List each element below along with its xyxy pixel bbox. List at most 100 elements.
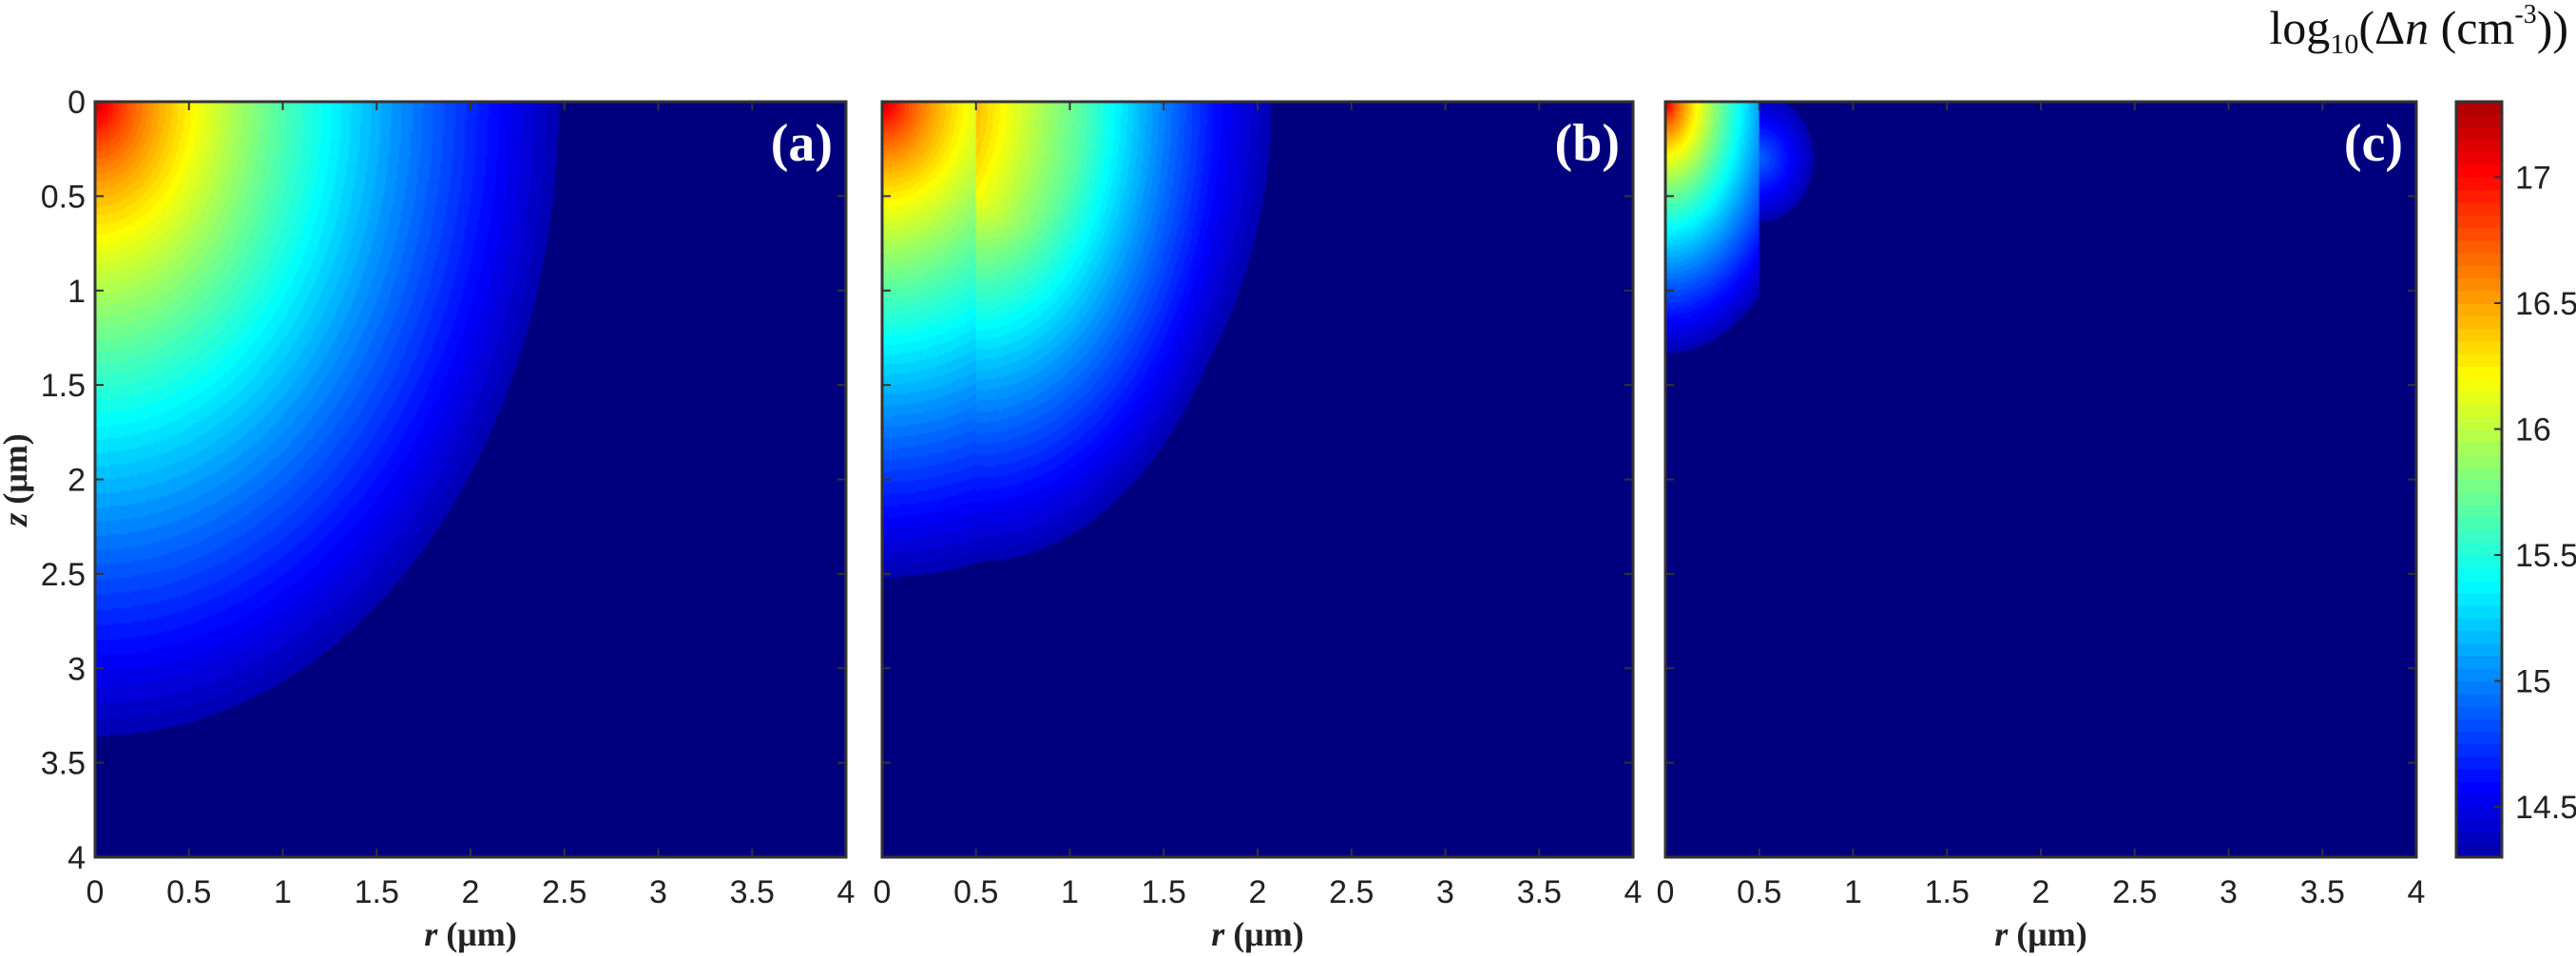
colorbar-segment — [2456, 378, 2502, 392]
x-tick-label: 1 — [1061, 874, 1079, 910]
colorbar-title-sup: -3 — [2514, 0, 2537, 29]
heatmap-panel-c — [1665, 102, 2416, 857]
x-axis-var: r — [424, 915, 438, 953]
colorbar-segment — [2456, 668, 2502, 682]
x-tick-label: 0 — [87, 874, 105, 910]
panel-label: (a) — [771, 114, 833, 173]
x-axis-var: r — [1994, 915, 2009, 953]
x-tick-label: 3 — [1436, 874, 1454, 910]
colorbar-segment — [2456, 189, 2502, 203]
x-tick-label: 1.5 — [1142, 874, 1186, 910]
colorbar-segment — [2456, 642, 2502, 657]
heatmap-panel-a — [95, 102, 846, 857]
x-tick-label: 4 — [1624, 874, 1643, 910]
x-tick-label: 0 — [874, 874, 892, 910]
colorbar-segment — [2456, 467, 2502, 481]
colorbar-segment — [2456, 529, 2502, 544]
x-tick-label: 1.5 — [355, 874, 399, 910]
colorbar-segment — [2456, 844, 2502, 858]
x-tick-label: 2.5 — [1329, 874, 1374, 910]
colorbar-segment — [2456, 202, 2502, 216]
x-tick-label: 3 — [2220, 874, 2238, 910]
colorbar-segment — [2456, 290, 2502, 304]
colorbar-title-sub: 10 — [2330, 29, 2359, 60]
colorbar-segment — [2456, 832, 2502, 846]
y-tick-label: 0 — [67, 85, 86, 121]
x-axis-label: r (μm) — [1211, 915, 1303, 953]
x-tick-label: 3.5 — [730, 874, 775, 910]
colorbar-segment — [2456, 479, 2502, 493]
colorbar-segment — [2456, 567, 2502, 582]
panel-frame — [93, 100, 848, 859]
colorbar-segment — [2456, 706, 2502, 719]
colorbar-segment — [2456, 680, 2502, 695]
colorbar-segment — [2456, 416, 2502, 430]
y-tick-label: 0.5 — [41, 179, 86, 215]
colorbar-segment — [2456, 605, 2502, 619]
x-axis-unit: (μm) — [2008, 915, 2086, 953]
x-tick-label: 2 — [2032, 874, 2050, 910]
y-axis-var: z — [0, 513, 34, 528]
colorbar-segment — [2456, 239, 2502, 254]
colorbar-segment — [2456, 164, 2502, 179]
y-tick-label: 2 — [67, 463, 86, 499]
x-tick-label: 2.5 — [2112, 874, 2157, 910]
x-tick-label: 2 — [462, 874, 480, 910]
heatmap-panel-b — [882, 102, 1633, 857]
colorbar-tick-label: 14.5 — [2515, 790, 2576, 826]
colorbar-segment — [2456, 303, 2502, 316]
colorbar-title-close: )) — [2536, 1, 2568, 54]
colorbar-segment — [2456, 756, 2502, 770]
colorbar-segment — [2456, 769, 2502, 783]
panel-frame — [880, 100, 1635, 859]
colorbar-segment — [2456, 505, 2502, 518]
colorbar-segment — [2456, 580, 2502, 594]
colorbar-segment — [2456, 718, 2502, 733]
colorbar-segment — [2456, 743, 2502, 757]
x-tick-label: 4 — [2408, 874, 2426, 910]
colorbar-frame — [2454, 100, 2504, 859]
x-tick-label: 0.5 — [953, 874, 998, 910]
colorbar-segment — [2456, 253, 2502, 266]
x-tick-label: 2.5 — [542, 874, 586, 910]
colorbar-title-unit: (cm — [2429, 1, 2515, 54]
colorbar-segment — [2456, 542, 2502, 556]
x-tick-label: 1.5 — [1925, 874, 1970, 910]
colorbar-segment — [2456, 277, 2502, 292]
colorbar-segment — [2456, 592, 2502, 606]
x-tick-label: 0.5 — [1737, 874, 1781, 910]
colorbar-segment — [2456, 793, 2502, 808]
colorbar-segment — [2456, 265, 2502, 279]
x-axis-unit: (μm) — [1224, 915, 1303, 953]
colorbar-segment — [2456, 102, 2502, 115]
x-tick-label: 1 — [274, 874, 292, 910]
x-tick-label: 0.5 — [166, 874, 211, 910]
colorbar-segment — [2456, 328, 2502, 342]
y-tick-label: 1.5 — [41, 368, 86, 404]
y-tick-label: 3 — [67, 651, 86, 687]
colorbar-title: log10(Δn (cm-3)) — [2269, 0, 2568, 61]
colorbar-tick-label: 16 — [2515, 412, 2551, 449]
colorbar-title-open: (Δ — [2358, 1, 2406, 54]
colorbar-segment — [2456, 340, 2502, 354]
x-tick-label: 4 — [837, 874, 855, 910]
colorbar-segment — [2456, 215, 2502, 229]
colorbar-segment — [2456, 354, 2502, 367]
y-axis-unit: (μm) — [0, 433, 34, 512]
colorbar-segment — [2456, 618, 2502, 632]
y-axis-label: z (μm) — [0, 433, 34, 527]
colorbar-segment — [2456, 693, 2502, 707]
panel-frame — [1663, 100, 2418, 859]
colorbar-segment — [2456, 227, 2502, 241]
colorbar-tick-label: 15 — [2515, 664, 2551, 700]
colorbar-segment — [2456, 315, 2502, 330]
colorbar-tick-label: 17 — [2515, 161, 2551, 197]
y-tick-label: 2.5 — [41, 557, 86, 593]
colorbar-segment — [2456, 152, 2502, 165]
colorbar-segment — [2456, 731, 2502, 745]
y-tick-label: 4 — [67, 840, 86, 876]
x-tick-label: 2 — [1249, 874, 1267, 910]
colorbar-segment — [2456, 630, 2502, 644]
colorbar-segment — [2456, 807, 2502, 820]
colorbar-segment — [2456, 114, 2502, 128]
